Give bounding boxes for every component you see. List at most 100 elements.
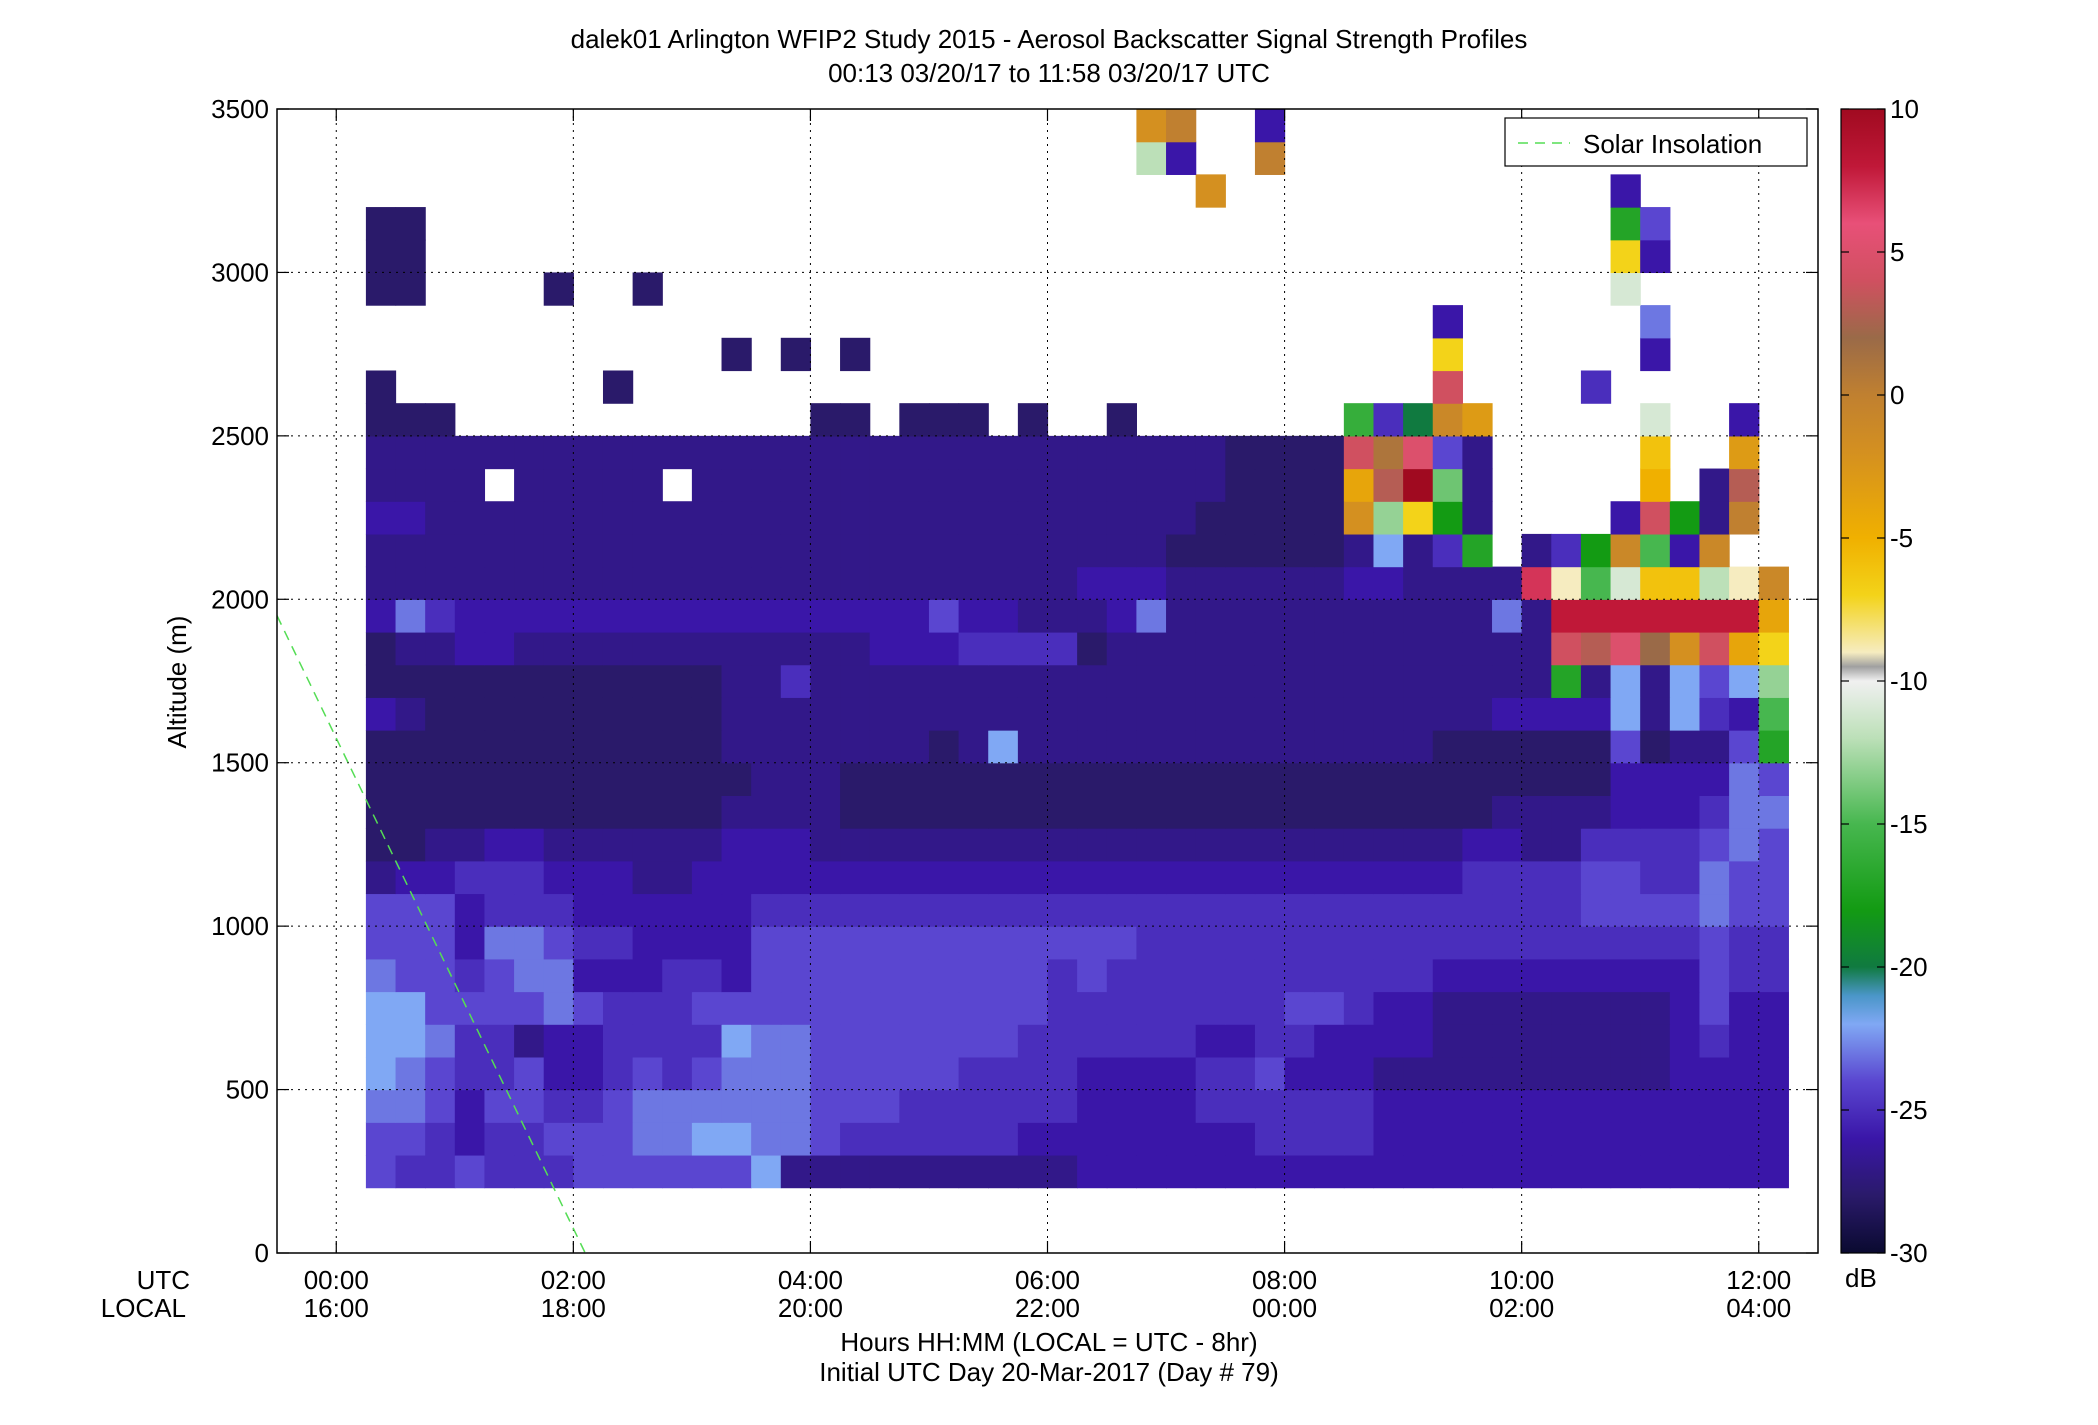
heatmap-cell bbox=[543, 566, 574, 600]
heatmap-cell bbox=[1580, 795, 1612, 829]
heatmap-cell bbox=[958, 435, 989, 470]
heatmap-cell bbox=[1373, 1089, 1404, 1123]
heatmap-cell bbox=[691, 468, 723, 502]
heatmap-cell bbox=[1225, 501, 1256, 535]
heatmap-cell bbox=[1136, 958, 1167, 993]
heatmap-cell bbox=[721, 860, 752, 895]
heatmap-cell bbox=[1373, 533, 1404, 568]
heatmap-cell bbox=[1225, 1024, 1256, 1058]
heatmap-cell bbox=[1343, 730, 1375, 764]
heatmap-cell bbox=[691, 926, 723, 960]
heatmap-cell bbox=[958, 893, 989, 927]
x-tick-label-local: 18:00 bbox=[541, 1293, 606, 1323]
x-axis-ticks: 00:0016:0002:0018:0004:0020:0006:0022:00… bbox=[304, 109, 1791, 1323]
heatmap-cell bbox=[1610, 1056, 1641, 1091]
heatmap-cell bbox=[425, 468, 456, 502]
heatmap-cell bbox=[1699, 566, 1730, 600]
heatmap-cell bbox=[721, 697, 752, 731]
heatmap-cell bbox=[1047, 533, 1078, 568]
heatmap-cell bbox=[1462, 762, 1493, 796]
heatmap-cell bbox=[573, 860, 604, 895]
heatmap-cell bbox=[1462, 566, 1493, 600]
heatmap-cell bbox=[1758, 795, 1789, 829]
heatmap-cell bbox=[1373, 566, 1404, 600]
heatmap-cell bbox=[1669, 795, 1701, 829]
heatmap-cell bbox=[1492, 828, 1523, 862]
y-tick-label: 1500 bbox=[211, 748, 269, 778]
heatmap-cell bbox=[365, 566, 397, 600]
heatmap-cell bbox=[1343, 566, 1375, 600]
heatmap-cell bbox=[899, 762, 930, 796]
heatmap-cell bbox=[1610, 926, 1641, 960]
heatmap-cell bbox=[810, 795, 841, 829]
heatmap-cell bbox=[1373, 926, 1404, 960]
heatmap-cell bbox=[1136, 501, 1167, 535]
heatmap-cell bbox=[1195, 1024, 1226, 1058]
heatmap-cell bbox=[484, 828, 515, 862]
heatmap-cell bbox=[751, 795, 782, 829]
heatmap-cell bbox=[632, 468, 663, 502]
heatmap-cell bbox=[1077, 893, 1108, 927]
heatmap-cell bbox=[1462, 599, 1493, 633]
heatmap-cell bbox=[514, 730, 545, 764]
heatmap-cell bbox=[1432, 664, 1463, 698]
heatmap-cell bbox=[899, 533, 930, 568]
heatmap-cell bbox=[869, 1154, 900, 1189]
heatmap-cell bbox=[1225, 664, 1256, 698]
heatmap-cell bbox=[425, 1122, 456, 1156]
heatmap-cell bbox=[1225, 468, 1256, 502]
heatmap-cell bbox=[454, 828, 486, 862]
heatmap-cell bbox=[1492, 1154, 1523, 1189]
heatmap-cell bbox=[365, 926, 397, 960]
heatmap-cell bbox=[1077, 762, 1108, 796]
heatmap-cell bbox=[810, 631, 841, 666]
heatmap-cell bbox=[1017, 468, 1049, 502]
heatmap-cell bbox=[395, 435, 426, 470]
heatmap-cell bbox=[780, 926, 812, 960]
heatmap-cell bbox=[1254, 141, 1286, 175]
heatmap-cell bbox=[1758, 1154, 1789, 1189]
heatmap-cell bbox=[1610, 599, 1641, 633]
heatmap-cell bbox=[721, 631, 752, 666]
heatmap-cell bbox=[395, 272, 426, 306]
heatmap-cell bbox=[454, 468, 486, 502]
heatmap-cell bbox=[1343, 403, 1375, 437]
heatmap-cell bbox=[899, 631, 930, 666]
x-tick-label-utc: 00:00 bbox=[304, 1265, 369, 1295]
heatmap-cell bbox=[1432, 1056, 1463, 1091]
heatmap-cell bbox=[1729, 501, 1760, 535]
heatmap-cell bbox=[365, 207, 397, 241]
heatmap-cell bbox=[1225, 697, 1256, 731]
heatmap-cell bbox=[484, 1089, 515, 1123]
heatmap-cell bbox=[1225, 1089, 1256, 1123]
heatmap-cell bbox=[602, 893, 634, 927]
heatmap-cell bbox=[721, 958, 752, 993]
heatmap-cell bbox=[1284, 468, 1315, 502]
heatmap-cell bbox=[1254, 533, 1286, 568]
heatmap-cell bbox=[1758, 730, 1789, 764]
heatmap-cell bbox=[454, 860, 486, 895]
heatmap-cell bbox=[1729, 1024, 1760, 1058]
heatmap-cell bbox=[1758, 926, 1789, 960]
heatmap-cell bbox=[1492, 1089, 1523, 1123]
heatmap-cell bbox=[1403, 403, 1434, 437]
colorbar-ticks: 10 5 0 -5 -10 -15 -20 -25 -30 bbox=[1841, 94, 1928, 1268]
heatmap-cell bbox=[1343, 893, 1375, 927]
heatmap-cell bbox=[514, 926, 545, 960]
heatmap-cell bbox=[1521, 566, 1552, 600]
heatmap-cell bbox=[751, 893, 782, 927]
heatmap-cell bbox=[1640, 1089, 1671, 1123]
heatmap-cell bbox=[1669, 501, 1701, 535]
heatmap-cell bbox=[1640, 468, 1671, 502]
heatmap-cell bbox=[1166, 991, 1197, 1025]
heatmap-cell bbox=[1284, 435, 1315, 470]
heatmap-cell bbox=[632, 664, 663, 698]
heatmap-cell bbox=[958, 631, 989, 666]
heatmap-cell bbox=[928, 893, 960, 927]
heatmap-cell bbox=[1729, 468, 1760, 502]
heatmap-cell bbox=[1314, 860, 1345, 895]
heatmap-cell bbox=[1106, 958, 1137, 993]
heatmap-cell bbox=[810, 860, 841, 895]
heatmap-cell bbox=[1403, 468, 1434, 502]
heatmap-cell bbox=[632, 599, 663, 633]
